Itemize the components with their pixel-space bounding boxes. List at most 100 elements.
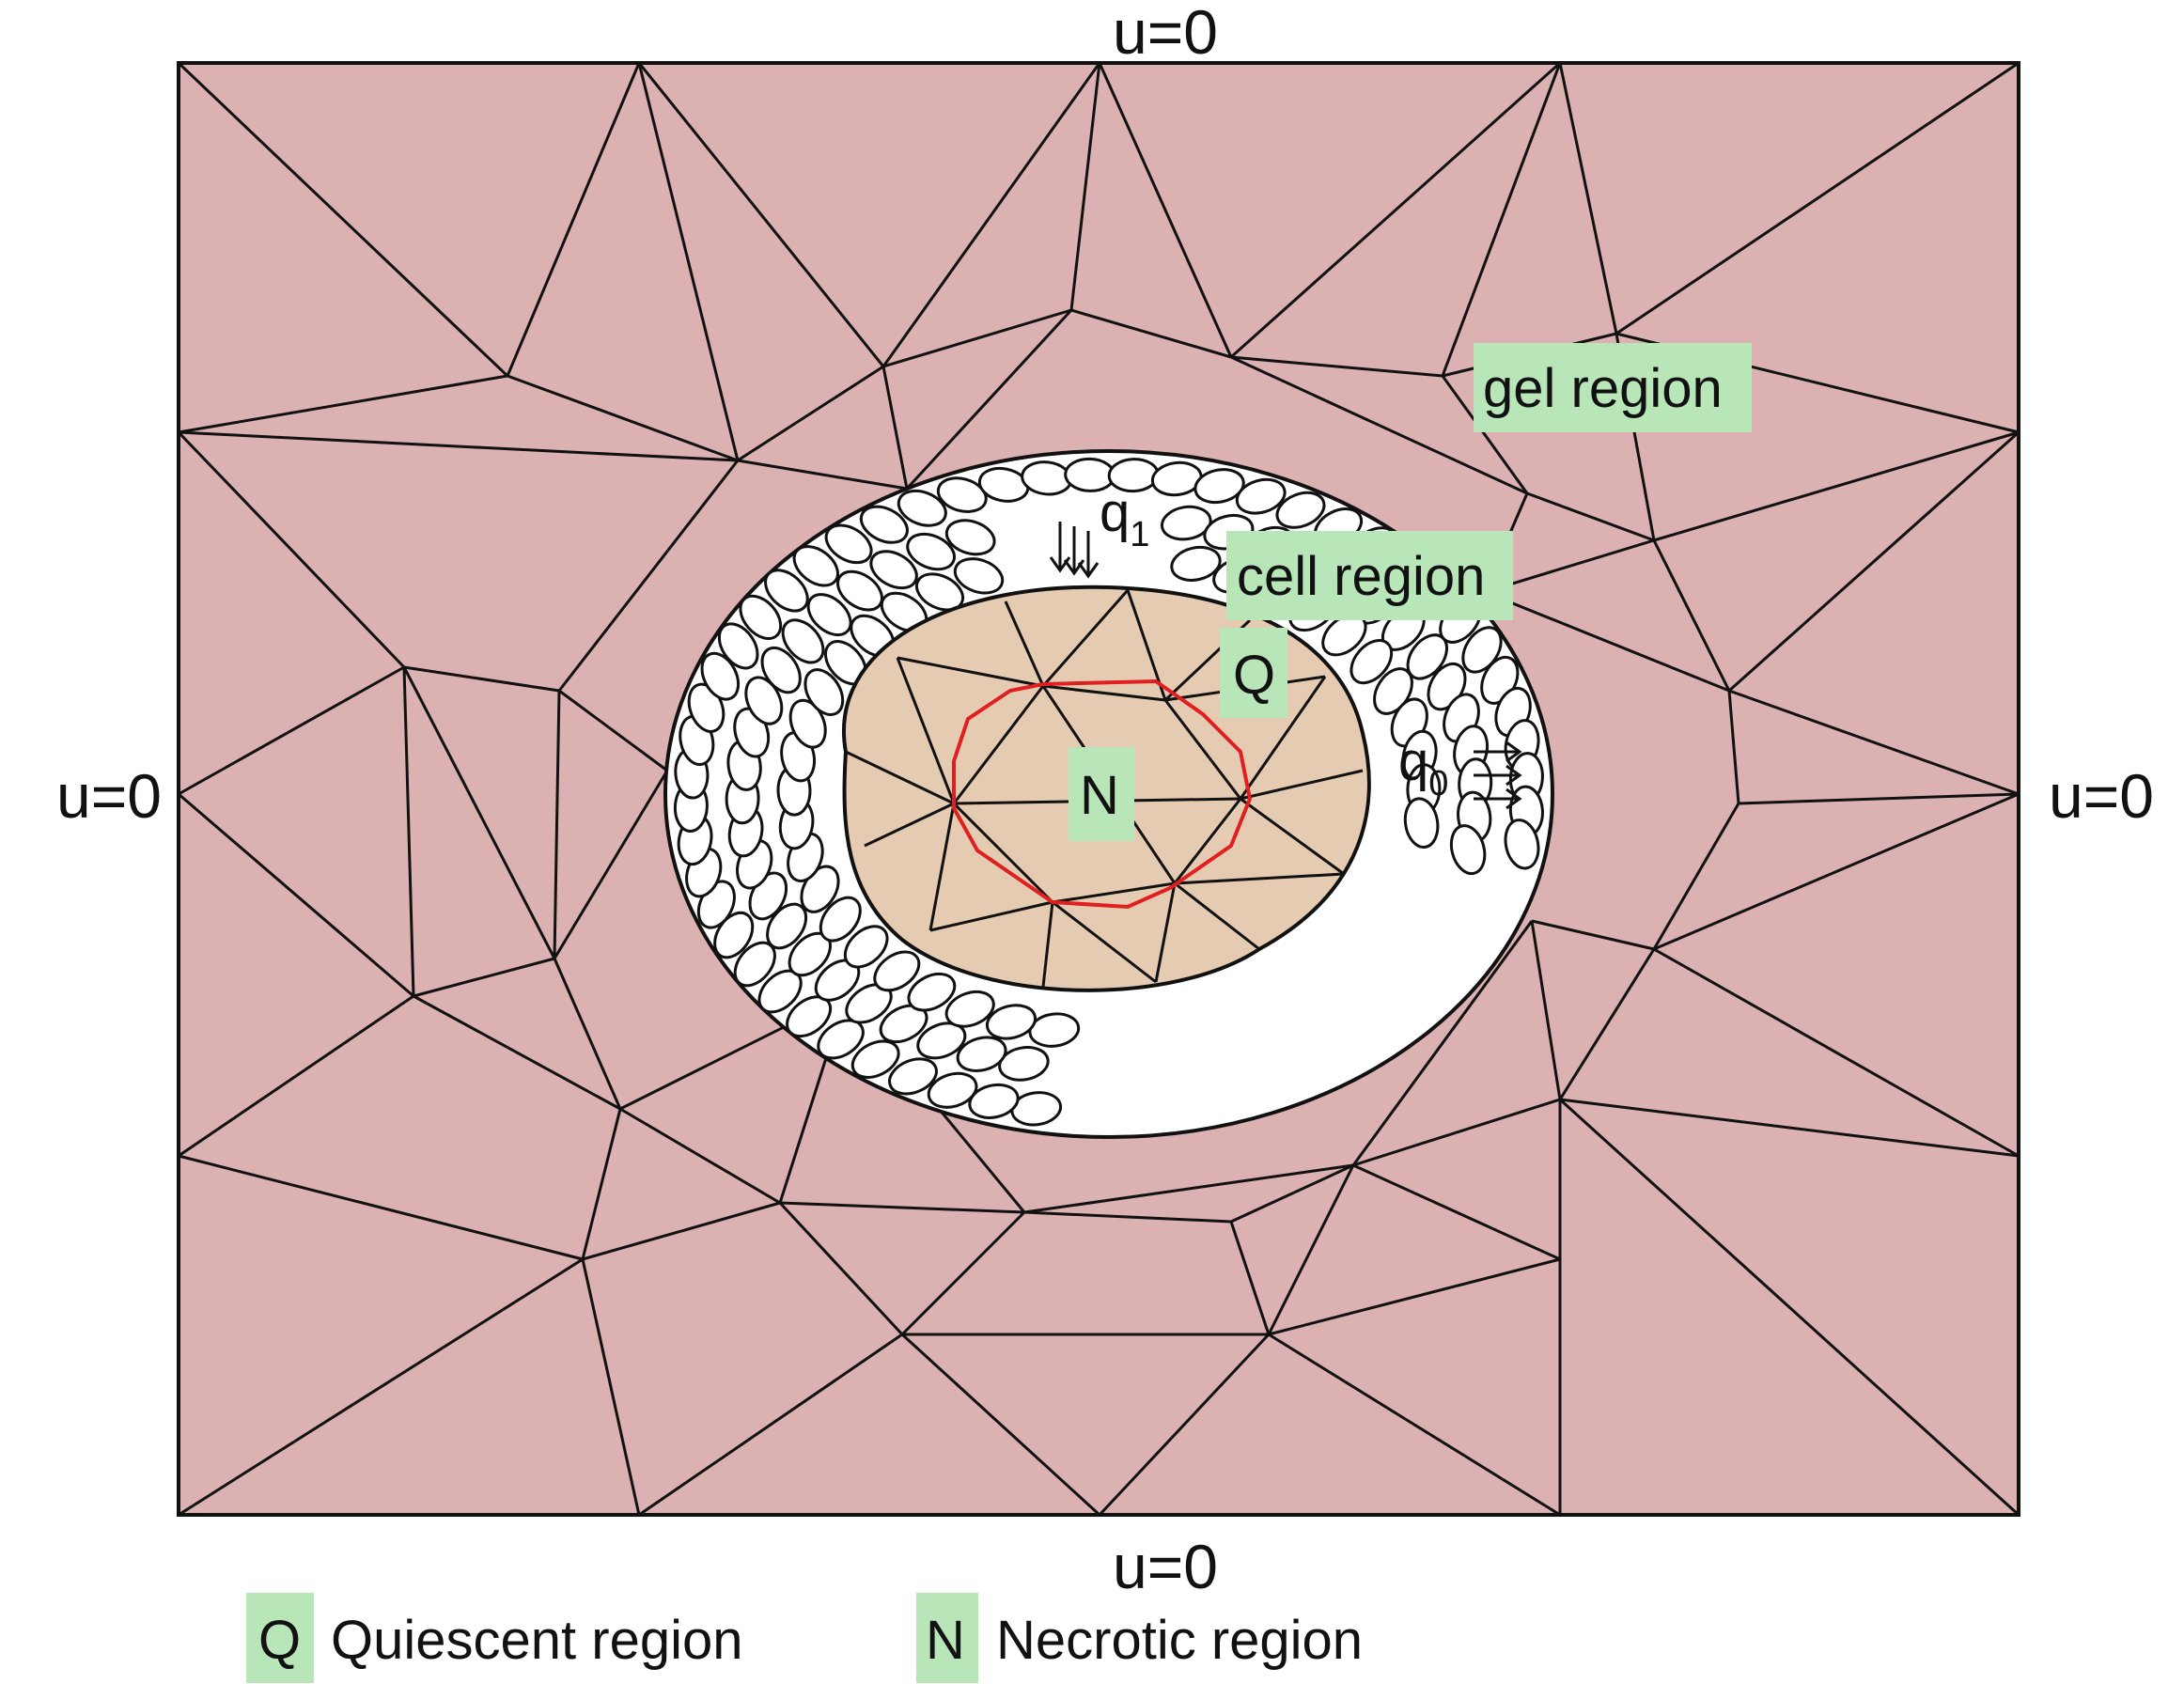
mesh-edge: [952, 685, 1045, 804]
cell-ellipse: [897, 489, 947, 527]
mesh-edge: [1154, 882, 1177, 983]
cell-ellipse: [717, 622, 759, 670]
mesh-edge: [1738, 792, 2020, 805]
mesh-edge: [1041, 589, 1130, 687]
cell-ellipse: [1028, 1012, 1081, 1048]
cell-ellipse: [879, 1004, 928, 1044]
flux-arrows-q0: [1474, 741, 1522, 810]
cell-ellipse: [907, 972, 957, 1012]
cell-ellipse: [713, 911, 755, 959]
cell-ellipse: [998, 1046, 1050, 1082]
cell-ellipse: [1275, 491, 1326, 529]
mesh-edge: [507, 374, 739, 462]
mesh-edge: [1267, 1164, 1355, 1335]
cell-ellipse: [953, 557, 1005, 595]
mesh-edge: [1558, 1098, 2020, 1517]
mesh-edge: [881, 366, 909, 490]
mesh-edge: [1653, 947, 2020, 1158]
legend-q-key-bg: [246, 1593, 314, 1683]
mesh-edge: [178, 374, 508, 434]
gel-region-label-bg: [1474, 343, 1752, 432]
mesh-edge: [178, 1154, 584, 1261]
mesh-edge: [737, 459, 908, 491]
mesh-edge: [413, 957, 555, 998]
cell-ellipse: [1373, 667, 1413, 715]
gel-region-label: gel region: [1483, 358, 1723, 419]
necrotic-region-boundary: [952, 678, 1253, 910]
mesh-edge: [1652, 539, 1731, 692]
quiescent-marker-bg: [1220, 628, 1287, 718]
mesh-edge: [1023, 1210, 1232, 1224]
cell-ellipse: [744, 676, 784, 725]
mesh-edge: [896, 657, 956, 804]
cell-ellipse: [869, 550, 918, 590]
mesh-edge: [177, 430, 406, 669]
legend-n-text: Necrotic region: [996, 1610, 1363, 1671]
cell-ellipses: [673, 457, 1544, 1127]
cell-ellipse: [936, 476, 988, 513]
mesh-edge: [1004, 600, 1045, 687]
mesh-edge: [1558, 62, 1618, 335]
cell-ellipse: [1170, 545, 1222, 582]
mesh-edge: [557, 460, 740, 692]
mesh-edge: [581, 1258, 641, 1516]
mesh-edge: [1174, 872, 1345, 885]
mesh-edge: [553, 770, 669, 959]
cell-ellipse: [1160, 505, 1212, 541]
cell-ellipse: [836, 569, 883, 612]
mesh-edge: [178, 994, 414, 1158]
legend-n-key-bg: [916, 1593, 978, 1683]
mesh-edge: [905, 308, 1073, 491]
flux-arrows-q1: [1049, 522, 1100, 579]
cell-ellipse: [859, 505, 909, 544]
mesh-edge: [1041, 901, 1054, 988]
cell-ellipse: [850, 1039, 900, 1079]
cell-ellipse: [803, 668, 845, 716]
mesh-edge: [1230, 355, 1528, 495]
mesh-edge: [845, 750, 955, 805]
cell-ellipse: [792, 545, 839, 587]
legend-n-key: N: [926, 1610, 965, 1671]
cell-ellipse: [843, 925, 889, 969]
mesh-edge: [1070, 308, 1232, 359]
cell-ellipse: [1010, 1091, 1063, 1127]
mesh-edge: [900, 1333, 1101, 1517]
mesh-edge: [178, 665, 405, 796]
cell-ellipse: [956, 1036, 1007, 1073]
mesh-edge: [177, 61, 509, 378]
cell-ellipse: [1461, 626, 1503, 674]
mesh-edge: [952, 802, 1054, 904]
cell-ellipse: [968, 1083, 1020, 1119]
mesh-edge: [1240, 769, 1364, 801]
mesh-edge: [619, 1107, 781, 1205]
mesh-edge: [928, 803, 956, 931]
legend-q-text: Quiescent region: [331, 1610, 742, 1671]
boundary-top-label: u=0: [1113, 0, 1218, 67]
mesh-edge: [553, 958, 622, 1110]
mesh-edge: [1239, 676, 1327, 800]
mesh-edge: [882, 308, 1072, 368]
mesh-edge: [1098, 62, 1233, 358]
mesh-edge: [1069, 62, 1101, 311]
boundary-bottom-label: u=0: [1113, 1532, 1218, 1601]
boundary-left-label: u=0: [56, 761, 162, 831]
mesh-edge: [737, 365, 884, 462]
cell-ellipse: [760, 646, 802, 694]
cell-ellipse: [739, 594, 783, 640]
mesh-edge: [637, 62, 740, 461]
mesh-edge: [1174, 881, 1260, 951]
cell-ellipse: [1193, 468, 1245, 505]
cell-ellipse: [927, 1071, 978, 1109]
mesh-edge: [1441, 62, 1562, 377]
flux-label-q0: q0: [1398, 731, 1448, 803]
mesh-edge: [1240, 797, 1345, 876]
mesh-edge: [1230, 1163, 1354, 1224]
mesh-edge: [638, 1333, 903, 1517]
mesh-edge: [402, 666, 415, 997]
mesh-edge: [1230, 355, 1443, 378]
mesh-edge: [1098, 1333, 1271, 1517]
mesh-edge: [1023, 1163, 1354, 1214]
cell-ellipse: [888, 1057, 938, 1096]
cell-ellipse: [906, 532, 956, 571]
mesh-edge: [582, 1201, 781, 1261]
